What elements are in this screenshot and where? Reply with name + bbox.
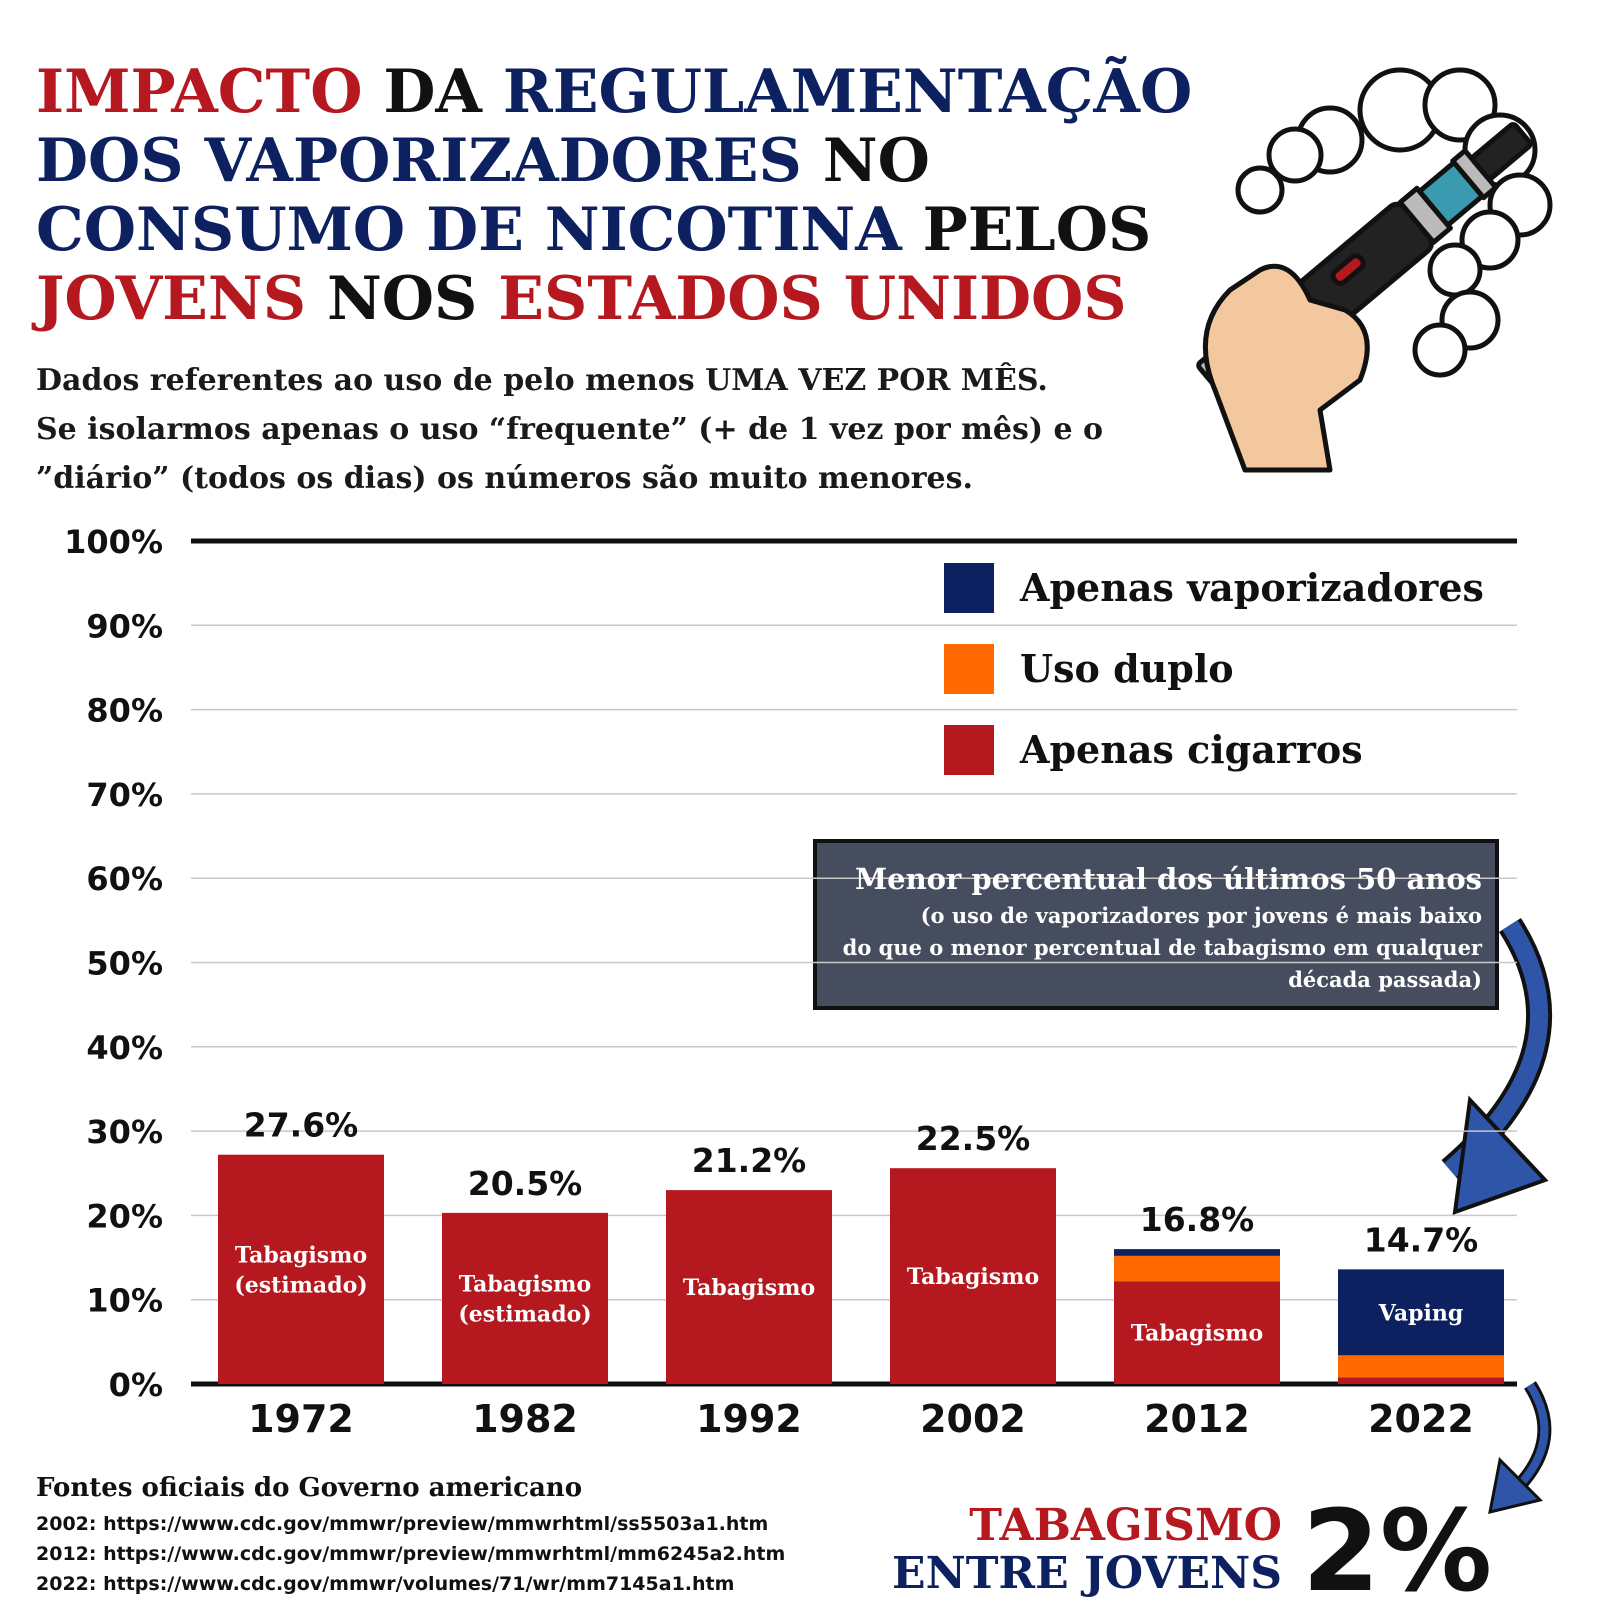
bar-segment — [666, 1190, 832, 1384]
callout-line: TABAGISMO — [969, 1500, 1282, 1551]
bar-segment — [1114, 1281, 1280, 1384]
title-part: DA — [362, 57, 502, 127]
legend-swatch — [944, 563, 994, 613]
total-label: 14.7% — [1364, 1220, 1479, 1259]
y-tick-label: 90% — [86, 607, 163, 645]
total-label: 22.5% — [916, 1119, 1031, 1158]
annotation-heading: Menor percentual dos últimos 50 anos — [855, 862, 1482, 896]
title-part: JOVENS — [31, 264, 306, 334]
legend-label: Apenas vaporizadores — [1019, 565, 1484, 610]
x-tick-label: 2022 — [1368, 1397, 1474, 1441]
bar-segment — [1338, 1377, 1504, 1384]
x-tick-label: 2002 — [920, 1397, 1026, 1441]
title-part: NOS — [306, 264, 498, 334]
legend-label: Apenas cigarros — [1019, 727, 1363, 772]
total-label: 16.8% — [1140, 1200, 1255, 1239]
title-part: NO — [802, 126, 930, 196]
legend-swatch — [944, 644, 994, 694]
bar-inner-label: (estimado) — [234, 1272, 367, 1298]
y-tick-label: 40% — [86, 1029, 163, 1067]
title-line: CONSUMO DE NICOTINA PELOS — [36, 195, 1151, 265]
y-tick-label: 80% — [86, 692, 163, 730]
total-label: 21.2% — [692, 1141, 807, 1180]
y-tick-label: 50% — [86, 945, 163, 983]
subtitle: ”diário” (todos os dias) os números são … — [36, 461, 973, 496]
legend-label: Uso duplo — [1020, 646, 1234, 691]
annotation-box — [813, 839, 1499, 1010]
callout-value: 2% — [1302, 1487, 1492, 1600]
y-tick-label: 100% — [64, 523, 163, 561]
subtitle: Dados referentes ao uso de pelo menos UM… — [36, 362, 1048, 398]
bar-inner-label: Tabagismo — [235, 1242, 367, 1268]
total-label: 20.5% — [468, 1164, 583, 1203]
arrow — [1441, 917, 1552, 1515]
title-part: PELOS — [902, 195, 1152, 265]
y-tick-label: 20% — [86, 1197, 163, 1235]
bar-segment — [218, 1154, 384, 1384]
y-tick-label: 0% — [109, 1366, 163, 1404]
legend-swatch — [944, 725, 994, 775]
title-line: JOVENS NOS ESTADOS UNIDOS — [31, 264, 1127, 334]
title-line: IMPACTO DA REGULAMENTAÇÃO — [36, 56, 1192, 127]
subtitle: Se isolarmos apenas o uso “frequente” (+… — [36, 412, 1103, 447]
bar-segment — [1338, 1355, 1504, 1378]
y-tick-label: 60% — [86, 860, 163, 898]
x-tick-label: 1982 — [472, 1397, 578, 1441]
source-line: 2022: https://www.cdc.gov/mmwr/volumes/7… — [36, 1573, 734, 1595]
annotation-line: (o uso de vaporizadores por jovens é mai… — [921, 903, 1482, 928]
vape-illustration — [1196, 67, 1553, 473]
annotation-line: década passada) — [1288, 967, 1482, 992]
x-tick-label: 1992 — [696, 1397, 802, 1441]
bar-segment — [1114, 1255, 1280, 1282]
total-label: 27.6% — [244, 1106, 359, 1145]
callout-line: ENTRE JOVENS — [892, 1548, 1282, 1599]
source-line: 2012: https://www.cdc.gov/mmwr/preview/m… — [36, 1543, 785, 1565]
x-tick-label: 2012 — [1144, 1397, 1250, 1441]
sources-heading: Fontes oficiais do Governo americano — [36, 1473, 582, 1503]
title-line: DOS VAPORIZADORES NO — [36, 126, 930, 196]
bar-inner-label: (estimado) — [458, 1301, 591, 1327]
bar-inner-label: Tabagismo — [459, 1271, 591, 1297]
y-tick-label: 10% — [86, 1282, 163, 1320]
bar-inner-label: Tabagismo — [1131, 1321, 1263, 1347]
bar-segment — [442, 1212, 608, 1384]
y-tick-label: 30% — [86, 1113, 163, 1151]
bar-segment — [890, 1168, 1056, 1384]
title-part: REGULAMENTAÇÃO — [503, 56, 1192, 127]
bar-inner-label: Vaping — [1378, 1300, 1463, 1326]
y-tick-label: 70% — [86, 776, 163, 814]
source-line: 2002: https://www.cdc.gov/mmwr/preview/m… — [36, 1513, 768, 1535]
title-part: IMPACTO — [36, 57, 362, 127]
title-part: CONSUMO DE NICOTINA — [36, 195, 903, 265]
annotation-line: do que o menor percentual de tabagismo e… — [843, 935, 1483, 960]
bar-inner-label: Tabagismo — [907, 1264, 1039, 1290]
bar-inner-label: Tabagismo — [683, 1275, 815, 1301]
title-part: DOS VAPORIZADORES — [36, 126, 802, 196]
x-tick-label: 1972 — [248, 1397, 354, 1441]
title-part: ESTADOS UNIDOS — [498, 264, 1126, 334]
bar-segment — [1114, 1249, 1280, 1256]
bar-segment — [1338, 1269, 1504, 1356]
